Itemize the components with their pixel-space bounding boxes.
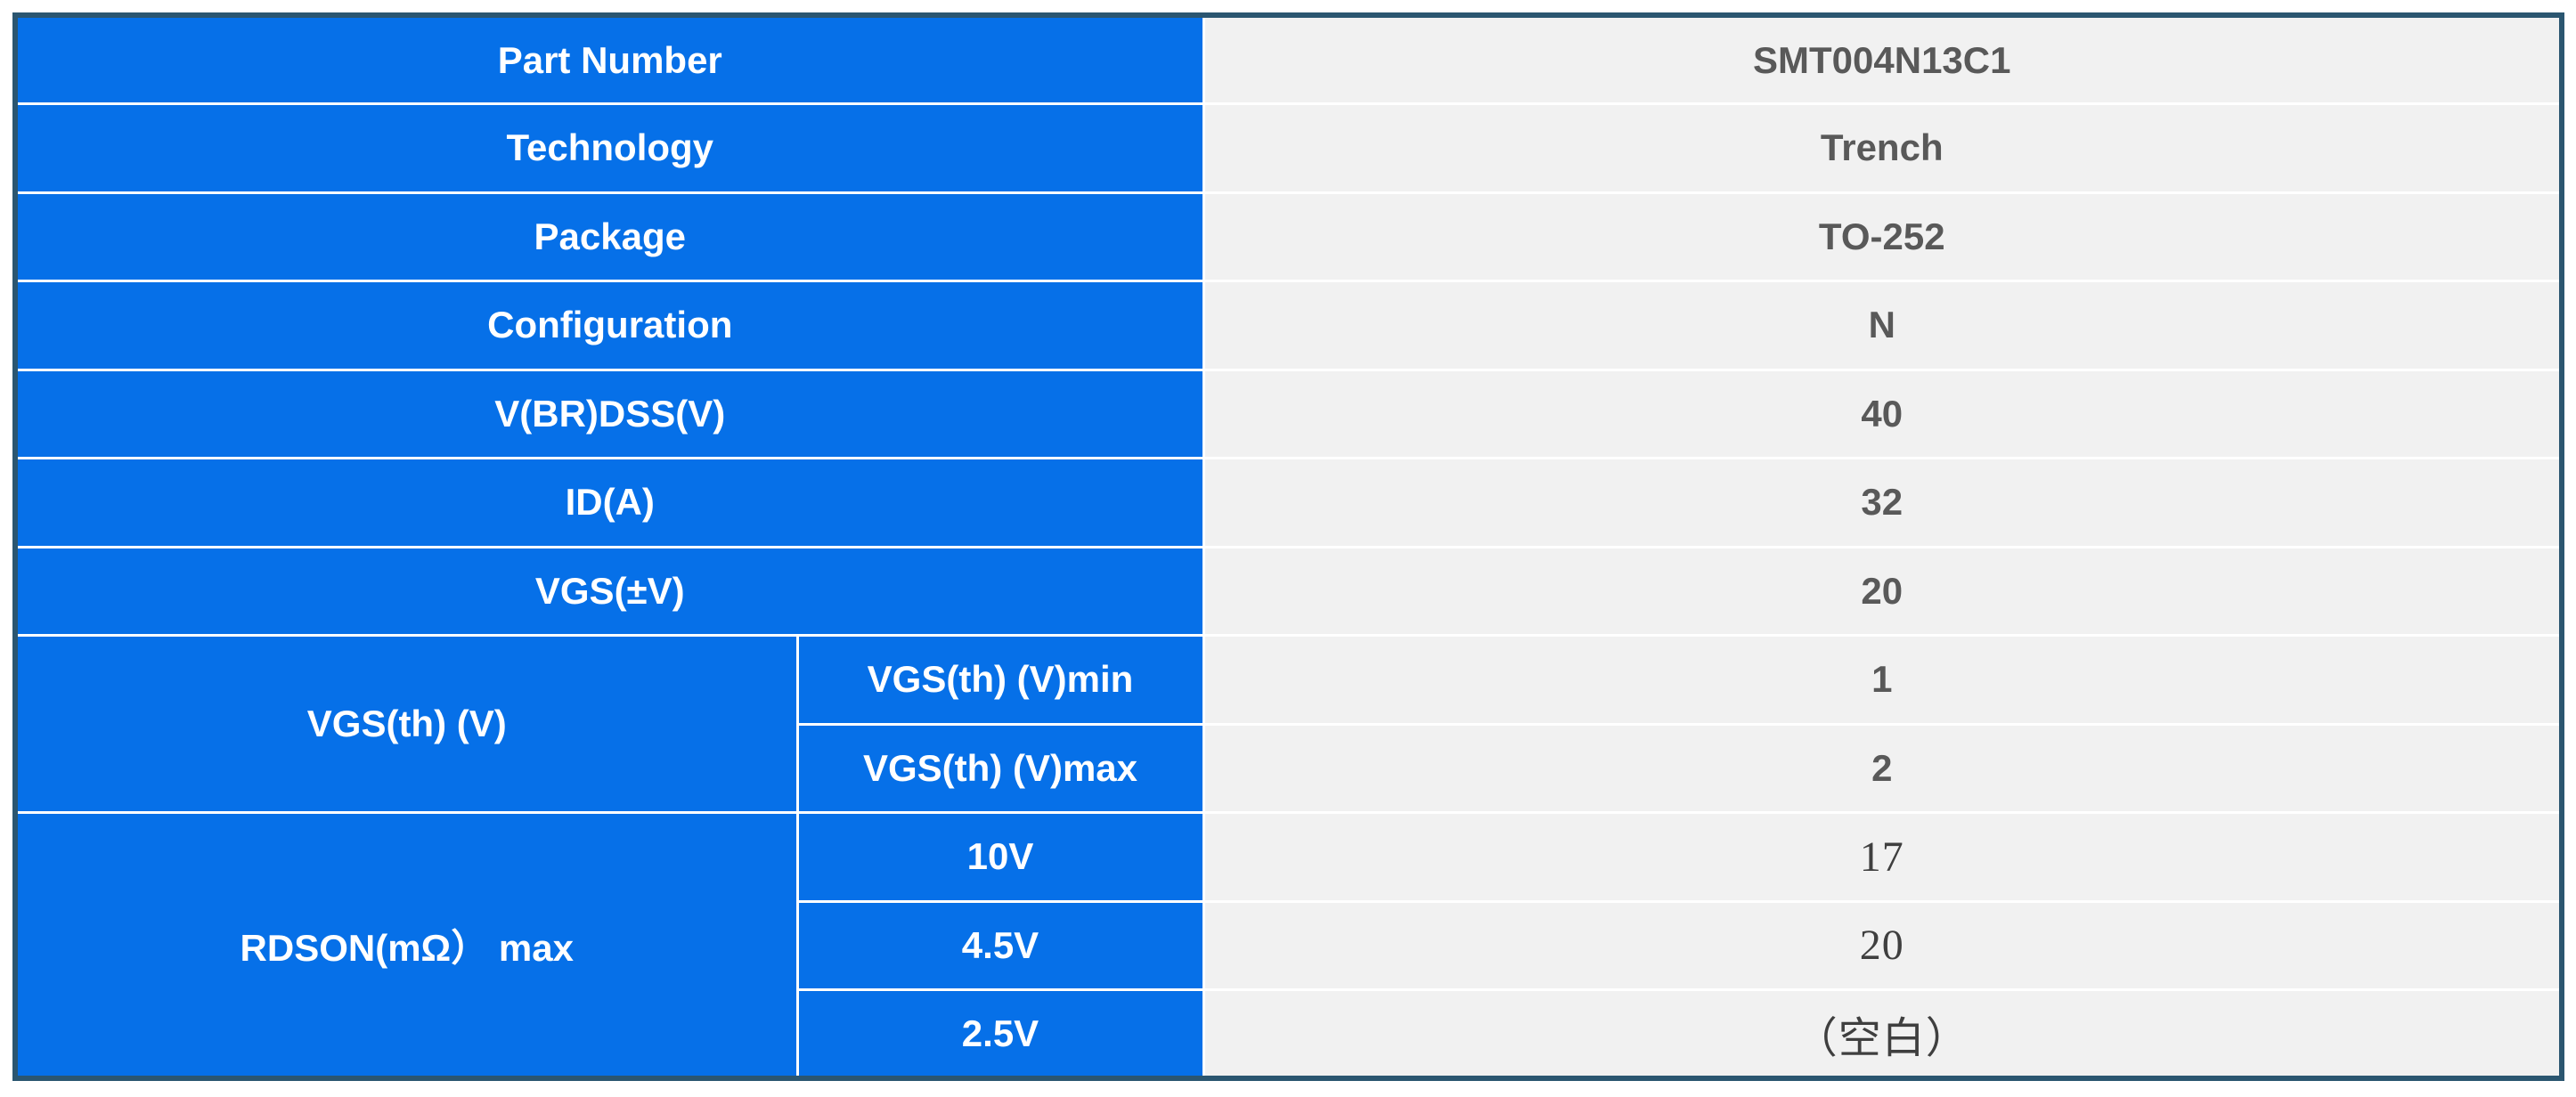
rdson-group-label: RDSON(mΩ） max bbox=[13, 811, 799, 1080]
row-rdson-10v: RDSON(mΩ） max 10V 17 bbox=[13, 811, 2564, 1080]
rdson-10v-label: 10V bbox=[795, 811, 1205, 903]
configuration-label: Configuration bbox=[13, 280, 1205, 371]
vgsth-max-value: 2 bbox=[1202, 722, 2564, 814]
rdson-25v-value: （空白） bbox=[1202, 988, 2564, 1080]
vgs-label: VGS(±V) bbox=[13, 545, 1205, 637]
rdson-10v-value: 17 bbox=[1202, 811, 2564, 903]
row-rdson-45v: 4.5V 20 bbox=[15, 899, 2564, 991]
rdson-25v-label: 2.5V bbox=[795, 988, 1205, 1080]
package-value: TO-252 bbox=[1202, 191, 2564, 282]
row-rdson-25v: 2.5V （空白） bbox=[15, 988, 2564, 1080]
row-vbrdss: V(BR)DSS(V) 40 bbox=[13, 368, 2564, 459]
part-number-value: SMT004N13C1 bbox=[1202, 13, 2564, 105]
vgs-value: 20 bbox=[1202, 545, 2564, 637]
vbrdss-label: V(BR)DSS(V) bbox=[13, 368, 1205, 459]
technology-label: Technology bbox=[13, 102, 1205, 194]
vgsth-group-label: VGS(th) (V) bbox=[13, 634, 799, 814]
row-vgsth-min: VGS(th) (V) VGS(th) (V)min 1 bbox=[13, 634, 2564, 814]
row-id: ID(A) 32 bbox=[13, 457, 2564, 548]
id-value: 32 bbox=[1202, 457, 2564, 548]
row-part-number: Part Number SMT004N13C1 bbox=[13, 13, 2564, 105]
vgsth-max-label: VGS(th) (V)max bbox=[795, 722, 1205, 814]
spec-table: Part Number SMT004N13C1 Technology Trenc… bbox=[12, 12, 2564, 1081]
vbrdss-value: 40 bbox=[1202, 368, 2564, 459]
spec-table-frame: Part Number SMT004N13C1 Technology Trenc… bbox=[12, 12, 2564, 1081]
rdson-45v-label: 4.5V bbox=[795, 899, 1205, 991]
technology-value: Trench bbox=[1202, 102, 2564, 194]
row-package: Package TO-252 bbox=[13, 191, 2564, 282]
row-vgsth-max: VGS(th) (V)max 2 bbox=[15, 722, 2564, 814]
id-label: ID(A) bbox=[13, 457, 1205, 548]
row-configuration: Configuration N bbox=[13, 280, 2564, 371]
configuration-value: N bbox=[1202, 280, 2564, 371]
row-vgs: VGS(±V) 20 bbox=[13, 545, 2564, 637]
vgsth-min-label: VGS(th) (V)min bbox=[795, 634, 1205, 726]
vgsth-min-value: 1 bbox=[1202, 634, 2564, 726]
rdson-45v-value: 20 bbox=[1202, 899, 2564, 991]
part-number-label: Part Number bbox=[13, 13, 1205, 105]
row-technology: Technology Trench bbox=[13, 102, 2564, 194]
package-label: Package bbox=[13, 191, 1205, 282]
